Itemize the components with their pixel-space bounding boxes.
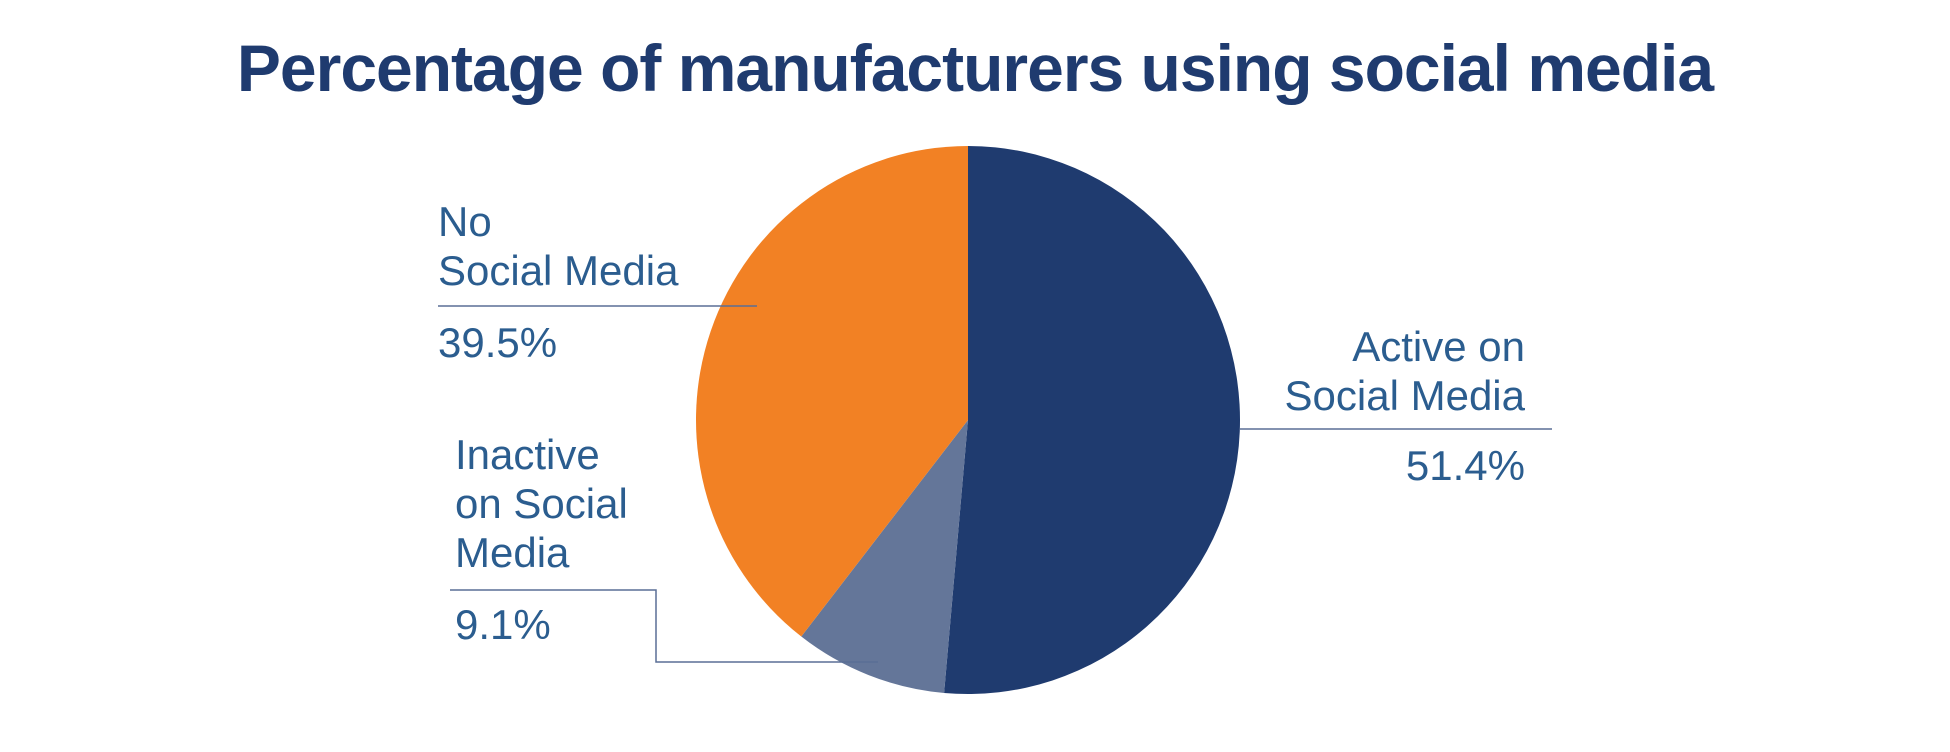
chart-title: Percentage of manufacturers using social… [236,31,1714,105]
slice-label-active-line-2: Social Media [1284,372,1525,419]
slice-label-inactive-line-2: on Social [455,480,628,527]
slice-value-active: 51.4% [1405,442,1525,489]
slice-label-none-line-2: Social Media [438,247,679,294]
leader-lines [438,305,1552,663]
leader-line-inactive [450,589,878,663]
slice-label-none: No Social Media [438,197,678,295]
slice-label-inactive-line-3: Media [455,529,570,576]
slice-label-active-line-1: Active on [1352,323,1525,370]
slice-label-inactive-line-1: Inactive [455,431,600,478]
slice-label-active: Active on Social Media [1285,322,1525,420]
pie-slice-active [944,146,1241,694]
pie-slice-none [696,146,968,637]
slice-label-none-line-1: No [438,198,492,245]
slice-label-inactive: Inactive on Social Media [455,430,628,577]
pie-slices [696,146,1241,694]
slice-value-inactive: 9.1% [455,601,551,648]
slice-value-none: 39.5% [438,319,558,366]
pie-slice-inactive [801,420,968,693]
